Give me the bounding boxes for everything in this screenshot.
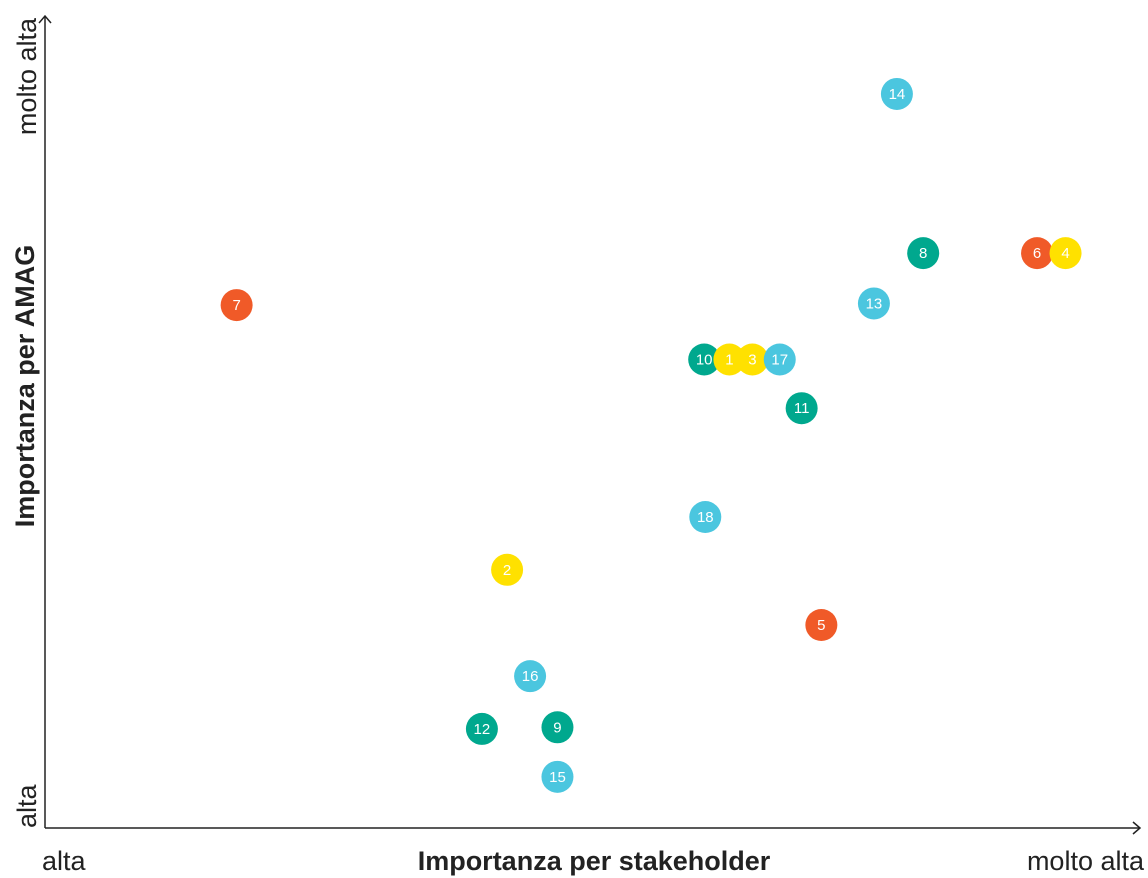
data-point-16: 16 (514, 660, 547, 693)
data-point-label: 17 (771, 351, 788, 368)
x-axis (45, 821, 1142, 835)
data-point-marker (785, 392, 818, 425)
data-point-13: 13 (857, 287, 890, 320)
data-point-marker (541, 711, 574, 744)
data-point-label: 16 (522, 668, 539, 685)
data-point-marker (541, 760, 574, 793)
y-axis (38, 14, 52, 828)
x-axis-high-label: molto alta (1027, 846, 1145, 876)
data-point-marker (688, 343, 721, 376)
data-point-marker (763, 343, 796, 376)
data-point-label: 12 (474, 721, 491, 738)
data-point-label: 8 (919, 245, 927, 262)
data-point-marker (465, 712, 498, 745)
data-point-14: 14 (880, 77, 913, 110)
data-point-label: 18 (697, 509, 714, 526)
data-point-11: 11 (785, 392, 818, 425)
data-point-1: 1 (713, 343, 746, 376)
data-point-marker (491, 553, 524, 586)
data-point-12: 12 (465, 712, 498, 745)
data-point-2: 2 (491, 553, 524, 586)
x-axis-low-label: alta (42, 846, 87, 876)
data-point-marker (689, 501, 722, 534)
data-point-6: 6 (1021, 237, 1054, 270)
data-point-marker (713, 343, 746, 376)
data-point-label: 10 (696, 351, 713, 368)
data-point-marker (1049, 237, 1082, 270)
data-point-marker (907, 237, 940, 270)
data-point-marker (805, 609, 838, 641)
data-point-label: 7 (232, 297, 240, 314)
data-point-label: 2 (503, 562, 511, 579)
data-point-marker (857, 287, 890, 320)
data-point-marker (220, 289, 253, 322)
data-point-marker (736, 343, 769, 376)
data-point-label: 6 (1033, 245, 1041, 262)
data-point-label: 11 (794, 400, 810, 417)
x-axis-title: Importanza per stakeholder (418, 846, 771, 876)
data-point-5: 5 (805, 609, 838, 641)
data-point-label: 5 (817, 617, 825, 634)
data-point-4: 4 (1049, 237, 1082, 270)
y-axis-high-label: molto alta (12, 17, 42, 135)
data-point-marker (880, 77, 913, 110)
data-point-10: 10 (688, 343, 721, 376)
data-point-label: 15 (549, 769, 566, 786)
data-point-label: 13 (866, 295, 883, 312)
data-point-3: 3 (736, 343, 769, 376)
data-point-label: 1 (725, 351, 733, 368)
data-point-15: 15 (541, 760, 574, 793)
data-point-9: 9 (541, 711, 574, 744)
data-point-8: 8 (907, 237, 940, 270)
data-point-18: 18 (689, 501, 722, 534)
data-point-17: 17 (763, 343, 796, 376)
data-point-label: 4 (1061, 245, 1069, 262)
data-point-marker (1021, 237, 1054, 270)
data-point-label: 3 (748, 351, 756, 368)
data-point-marker (514, 660, 547, 693)
data-point-label: 9 (553, 719, 561, 736)
data-point-7: 7 (220, 289, 253, 322)
y-axis-arrow-icon (38, 14, 52, 24)
y-axis-title: Importanza per AMAG (10, 245, 40, 528)
data-point-label: 14 (889, 86, 906, 103)
x-axis-arrow-icon (1132, 821, 1142, 835)
y-axis-low-label: alta (12, 783, 42, 828)
